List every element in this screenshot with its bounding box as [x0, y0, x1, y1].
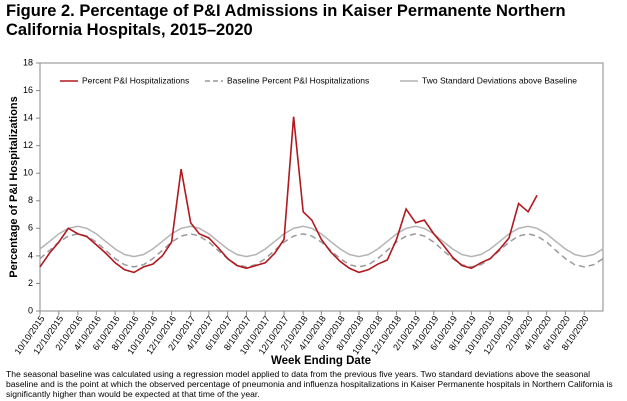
series-line — [39, 116, 538, 274]
y-axis-title: Percentage of P&I Hospitalizations — [8, 96, 20, 278]
x-axis-title: Week Ending Date — [271, 355, 371, 367]
y-tick-label: 8 — [28, 195, 33, 205]
legend-label: Two Standard Deviations above Baseline — [422, 75, 577, 85]
footnote: The seasonal baseline was calculated usi… — [6, 369, 613, 399]
y-tick-label: 16 — [23, 85, 33, 95]
y-tick-label: 10 — [23, 168, 33, 178]
series-line — [39, 225, 604, 258]
y-tick-label: 0 — [28, 305, 33, 315]
y-tick-label: 14 — [23, 112, 33, 122]
y-tick-label: 2 — [28, 278, 33, 288]
chart: Percentage of P&I Hospitalizations Week … — [8, 57, 604, 367]
y-tick-label: 6 — [28, 223, 33, 233]
y-tick-label: 18 — [23, 57, 33, 67]
chart-title: Figure 2. Percentage of P&I Admissions i… — [6, 2, 566, 39]
y-tick-label: 12 — [23, 140, 33, 150]
legend-label: Percent P&I Hospitalizations — [82, 75, 189, 85]
legend-label: Baseline Percent P&I Hospitalizations — [227, 75, 369, 85]
series-line — [39, 233, 604, 268]
plot-frame — [39, 62, 604, 312]
y-tick-label: 4 — [28, 250, 33, 260]
